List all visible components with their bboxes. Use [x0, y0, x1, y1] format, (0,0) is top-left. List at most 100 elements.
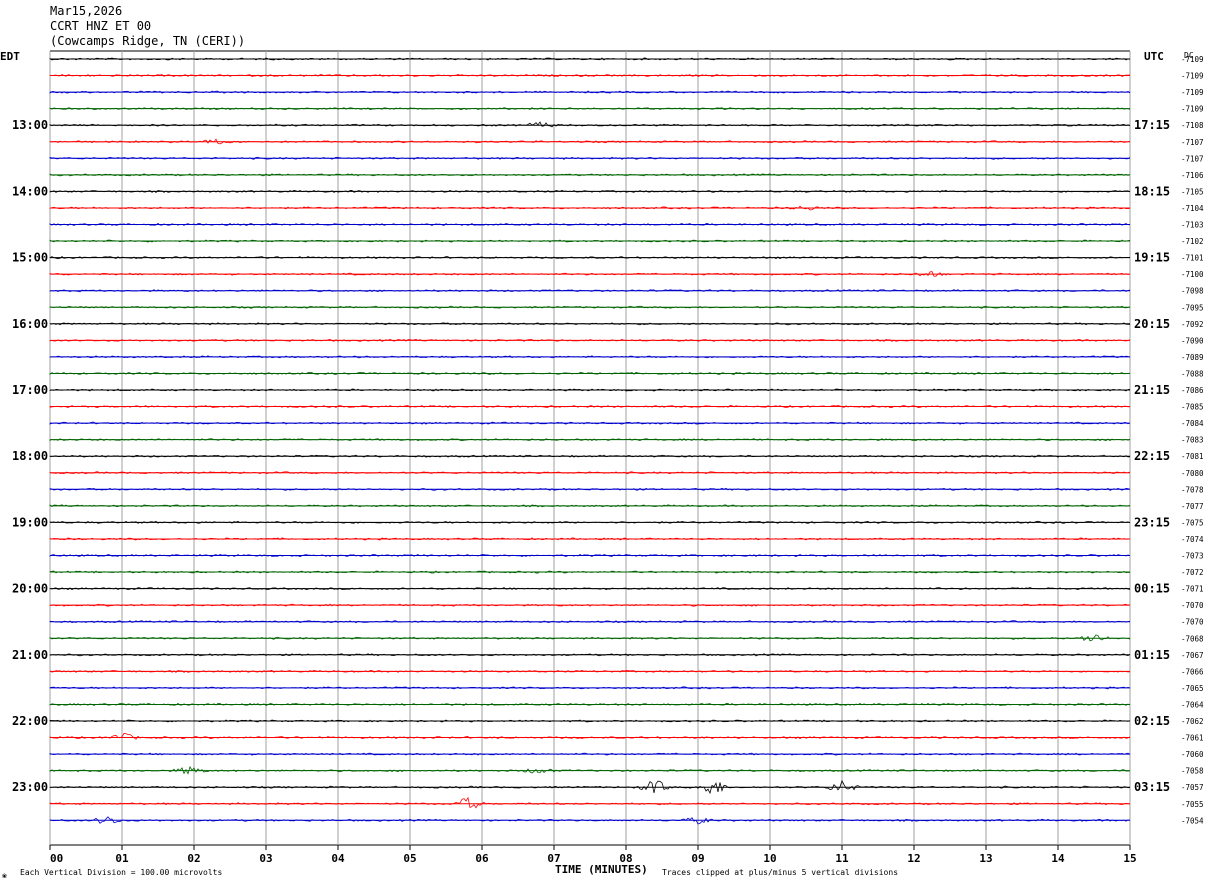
seismic-trace — [49, 239, 1131, 243]
seismic-trace — [49, 90, 1131, 94]
dc-offset-label: -7064 — [1181, 700, 1204, 709]
dc-offset-label: -7067 — [1181, 651, 1204, 660]
seismic-trace — [49, 504, 1131, 508]
seismic-trace — [49, 471, 1131, 475]
left-timezone-label: EDT — [0, 50, 20, 63]
seismic-trace — [49, 653, 1131, 657]
left-hour-label: 14:00 — [12, 184, 48, 198]
plot-station: (Cowcamps Ridge, TN (CERI)) — [50, 34, 246, 48]
seismic-trace — [49, 454, 1131, 458]
seismic-trace — [49, 634, 1131, 642]
seismic-trace — [49, 404, 1131, 409]
x-tick-label: 06 — [475, 852, 489, 865]
seismic-trace — [49, 205, 1131, 211]
axis-labels: EDT UTC DC TIME (MINUTES) Each Vertical … — [0, 50, 1204, 880]
seismic-trace — [49, 765, 1131, 775]
seismic-trace — [49, 138, 1131, 145]
dc-offset-label: -7107 — [1181, 154, 1204, 163]
dc-column-label: DC — [1184, 51, 1194, 60]
dc-offset-label: -7109 — [1181, 55, 1204, 64]
seismic-trace — [49, 173, 1131, 177]
x-tick-label: 01 — [115, 852, 129, 865]
right-timezone-label: UTC — [1144, 50, 1164, 63]
seismic-trace — [49, 371, 1131, 376]
left-hour-label: 20:00 — [12, 582, 48, 596]
seismic-trace — [49, 603, 1131, 607]
left-hour-label: 23:00 — [12, 780, 48, 794]
dc-offset-label: -7109 — [1181, 88, 1204, 97]
right-hour-label: 19:15 — [1134, 251, 1170, 265]
dc-offset-label: -7100 — [1181, 270, 1204, 279]
minute-grid — [49, 50, 1131, 850]
x-tick-label: 07 — [547, 852, 560, 865]
dc-offset-label: -7070 — [1181, 618, 1204, 627]
dc-offset-label: -7085 — [1181, 403, 1204, 412]
dc-offset-label: -7104 — [1181, 204, 1204, 213]
dc-offset-label: -7074 — [1181, 535, 1204, 544]
dc-offset-label: -7086 — [1181, 386, 1204, 395]
dc-offset-label: -7061 — [1181, 734, 1204, 743]
x-tick-label: 03 — [259, 852, 272, 865]
right-hour-label: 17:15 — [1134, 118, 1170, 132]
left-hour-label: 18:00 — [12, 449, 48, 463]
dc-offset-label: -7055 — [1181, 800, 1204, 809]
dc-offset-label: -7070 — [1181, 601, 1204, 610]
left-hour-label: 15:00 — [12, 251, 48, 265]
right-hour-label: 02:15 — [1134, 714, 1170, 728]
seismic-trace — [49, 587, 1131, 591]
dc-offset-label: -7065 — [1181, 684, 1204, 693]
trace-rows — [49, 57, 1131, 825]
dc-offset-label: -7072 — [1181, 568, 1204, 577]
dc-offset-label: -7109 — [1181, 72, 1204, 81]
x-tick-label: 00 — [50, 852, 63, 865]
dc-offset-label: -7066 — [1181, 667, 1204, 676]
left-hour-label: 17:00 — [12, 383, 48, 397]
dc-offset-label: -7077 — [1181, 502, 1204, 511]
seismic-trace — [49, 779, 1131, 795]
plot-channel: CCRT HNZ ET 00 — [50, 19, 152, 33]
x-tick-label: 04 — [331, 852, 345, 865]
dc-offset-label: -7071 — [1181, 585, 1204, 594]
dc-offset-label: -7105 — [1181, 187, 1204, 196]
dc-offset-label: -7089 — [1181, 353, 1204, 362]
dc-offset-label: -7102 — [1181, 237, 1204, 246]
seismic-trace — [49, 620, 1131, 624]
x-tick-label: 12 — [907, 852, 920, 865]
seismic-trace — [49, 702, 1131, 706]
dc-offset-label: -7057 — [1181, 783, 1204, 792]
dc-offset-label: -7081 — [1181, 452, 1204, 461]
x-axis-title: TIME (MINUTES) — [555, 863, 648, 876]
x-tick-label: 14 — [1051, 852, 1065, 865]
x-tick-label: 09 — [691, 852, 704, 865]
dc-offset-label: -7078 — [1181, 485, 1204, 494]
seismic-trace — [49, 305, 1131, 309]
dc-offset-label: -7103 — [1181, 221, 1204, 230]
left-hour-label: 22:00 — [12, 714, 48, 728]
right-hour-label: 20:15 — [1134, 317, 1170, 331]
dc-offset-label: -7109 — [1181, 105, 1204, 114]
dc-offset-label: -7108 — [1181, 121, 1204, 130]
dc-offset-label: -7054 — [1181, 816, 1204, 825]
seismic-trace — [49, 388, 1131, 392]
clip-note: Traces clipped at plus/minus 5 vertical … — [662, 868, 898, 877]
dc-offset-label: -7058 — [1181, 767, 1204, 776]
seismic-trace — [49, 271, 1131, 277]
x-tick-label: 11 — [835, 852, 849, 865]
seismic-trace — [49, 553, 1131, 557]
dc-offset-label: -7088 — [1181, 369, 1204, 378]
seismic-trace — [49, 421, 1131, 425]
seismic-trace — [49, 520, 1131, 524]
dc-offset-label: -7073 — [1181, 552, 1204, 561]
x-tick-label: 10 — [763, 852, 776, 865]
dc-offset-label: -7107 — [1181, 138, 1204, 147]
x-tick-label: 15 — [1123, 852, 1136, 865]
seismic-trace — [49, 487, 1131, 491]
right-hour-label: 03:15 — [1134, 780, 1170, 794]
seismic-trace — [49, 796, 1131, 809]
seismic-trace — [49, 156, 1131, 160]
right-hour-label: 23:15 — [1134, 515, 1170, 529]
plot-date: Mar15,2026 — [50, 4, 123, 18]
right-hour-label: 18:15 — [1134, 184, 1170, 198]
seismic-trace — [49, 355, 1131, 359]
